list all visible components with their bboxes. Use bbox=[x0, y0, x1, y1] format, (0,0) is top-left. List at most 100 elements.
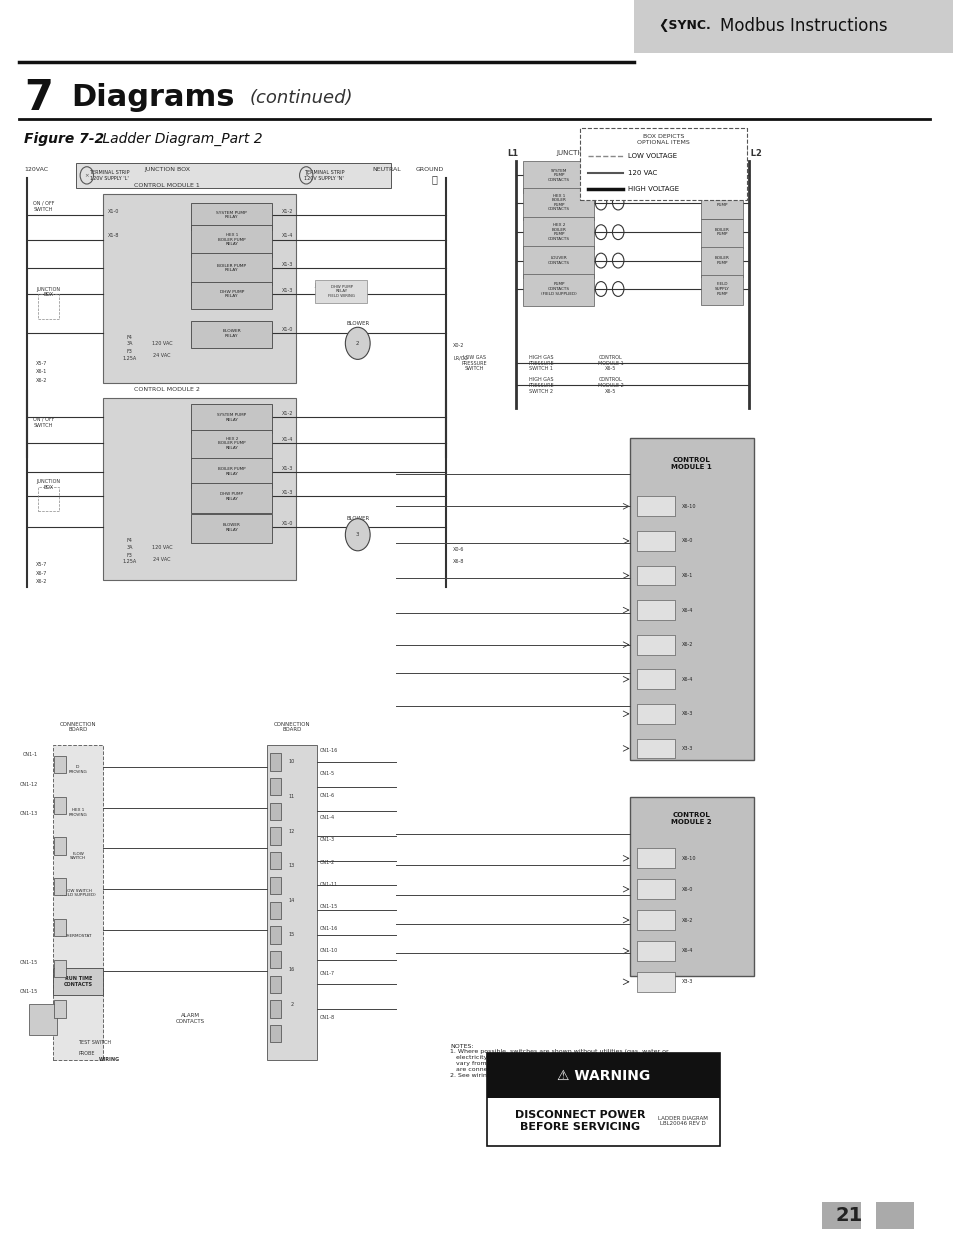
Bar bbox=[270, 827, 281, 845]
Text: X6-2: X6-2 bbox=[681, 918, 693, 923]
Bar bbox=[637, 531, 675, 551]
Text: ⏚: ⏚ bbox=[431, 174, 436, 184]
Text: 21: 21 bbox=[835, 1205, 862, 1225]
Text: CN1-4: CN1-4 bbox=[319, 815, 335, 820]
Text: X6-8: X6-8 bbox=[453, 559, 464, 564]
Bar bbox=[486, 1053, 720, 1098]
Text: CONTROL
MODULE 2: CONTROL MODULE 2 bbox=[671, 813, 711, 825]
Text: BLOWER: BLOWER bbox=[346, 321, 369, 326]
Text: F3: F3 bbox=[127, 350, 132, 354]
Text: CONTROL MODULE 1: CONTROL MODULE 1 bbox=[134, 183, 199, 188]
Bar bbox=[270, 902, 281, 919]
Text: CN1-16: CN1-16 bbox=[319, 926, 337, 931]
Text: TEST SWITCH: TEST SWITCH bbox=[78, 1040, 112, 1045]
Bar bbox=[191, 430, 272, 459]
Bar bbox=[76, 163, 391, 188]
Text: X5-7: X5-7 bbox=[36, 361, 48, 366]
Bar bbox=[700, 189, 742, 219]
Text: SYSTEM PUMP
RELAY: SYSTEM PUMP RELAY bbox=[216, 211, 247, 219]
Text: SYSTEM
PUMP
CONTACTS: SYSTEM PUMP CONTACTS bbox=[547, 169, 570, 182]
Bar bbox=[103, 194, 295, 383]
Text: CONNECTION
BOARD: CONNECTION BOARD bbox=[274, 721, 310, 732]
Text: BOILER PUMP
RELAY: BOILER PUMP RELAY bbox=[218, 468, 245, 475]
Text: THERMOSTAT: THERMOSTAT bbox=[65, 934, 91, 939]
Text: 120 VAC: 120 VAC bbox=[152, 545, 172, 550]
Bar bbox=[522, 161, 594, 193]
Text: HEX 1
PROVING: HEX 1 PROVING bbox=[69, 809, 88, 816]
Text: CONTROL MODULE 2: CONTROL MODULE 2 bbox=[133, 387, 200, 391]
Bar bbox=[270, 778, 281, 795]
Bar bbox=[875, 1202, 913, 1229]
Bar bbox=[191, 483, 272, 513]
Bar bbox=[637, 600, 675, 620]
Text: NEUTRAL: NEUTRAL bbox=[372, 167, 400, 172]
Text: BOILER
PUMP: BOILER PUMP bbox=[714, 228, 729, 236]
Text: X5-7: X5-7 bbox=[36, 562, 48, 567]
Bar bbox=[53, 968, 103, 995]
Bar bbox=[191, 404, 272, 433]
Bar bbox=[270, 926, 281, 944]
Bar bbox=[270, 803, 281, 820]
Text: Diagrams: Diagrams bbox=[71, 83, 234, 112]
Text: CN1-7: CN1-7 bbox=[319, 971, 335, 976]
Bar bbox=[700, 247, 742, 277]
Text: CN1-2: CN1-2 bbox=[319, 860, 335, 864]
Text: DHW PUMP
RELAY
FIELD WIRING: DHW PUMP RELAY FIELD WIRING bbox=[328, 285, 355, 298]
Text: CN1-10: CN1-10 bbox=[319, 948, 337, 953]
Text: L1: L1 bbox=[507, 148, 518, 158]
Text: X6-2: X6-2 bbox=[36, 579, 48, 584]
Text: X1-0: X1-0 bbox=[108, 209, 119, 214]
Bar bbox=[54, 797, 66, 814]
Bar bbox=[191, 514, 272, 543]
Bar bbox=[270, 976, 281, 993]
Text: JUNCTION
BOX: JUNCTION BOX bbox=[36, 287, 61, 298]
Text: HIGH GAS
PRESSURE
SWITCH 2: HIGH GAS PRESSURE SWITCH 2 bbox=[528, 377, 553, 394]
Text: GROUND: GROUND bbox=[415, 167, 443, 172]
Text: CONTROL
MODULE 1
X6-5: CONTROL MODULE 1 X6-5 bbox=[598, 354, 622, 372]
Bar bbox=[38, 487, 59, 511]
Bar bbox=[637, 566, 675, 585]
Text: FLOW
SWITCH: FLOW SWITCH bbox=[71, 852, 86, 860]
Text: 7: 7 bbox=[24, 77, 52, 119]
Bar bbox=[637, 704, 675, 724]
Text: X3-3: X3-3 bbox=[681, 979, 693, 984]
Text: CN1-1: CN1-1 bbox=[23, 752, 38, 757]
Text: X6-2: X6-2 bbox=[36, 378, 48, 383]
Text: CN1-6: CN1-6 bbox=[319, 793, 335, 798]
Text: X3-3: X3-3 bbox=[681, 746, 693, 751]
Text: ×: × bbox=[304, 173, 308, 178]
Bar bbox=[53, 745, 103, 1060]
Text: TERMINAL STRIP
120V SUPPLY 'N': TERMINAL STRIP 120V SUPPLY 'N' bbox=[304, 170, 344, 180]
Text: LOW VOLTAGE: LOW VOLTAGE bbox=[627, 153, 676, 158]
Bar bbox=[579, 128, 746, 200]
Bar bbox=[629, 438, 753, 760]
Text: HEX 2
BOILER
PUMP
CONTACTS: HEX 2 BOILER PUMP CONTACTS bbox=[547, 224, 570, 241]
Text: BLOWER
RELAY: BLOWER RELAY bbox=[222, 330, 241, 337]
Text: 13: 13 bbox=[289, 863, 294, 868]
Text: CN1-5: CN1-5 bbox=[319, 771, 335, 776]
Bar bbox=[38, 294, 59, 319]
Bar bbox=[29, 1004, 57, 1035]
Bar bbox=[629, 797, 753, 976]
Text: CN1-12: CN1-12 bbox=[20, 782, 38, 787]
Circle shape bbox=[345, 327, 370, 359]
Text: 15: 15 bbox=[289, 932, 294, 937]
Text: 3A: 3A bbox=[127, 341, 132, 346]
Bar bbox=[634, 0, 953, 53]
Text: X6-7: X6-7 bbox=[36, 571, 48, 576]
Text: 2: 2 bbox=[355, 341, 359, 346]
Bar bbox=[637, 879, 675, 899]
Bar bbox=[522, 188, 594, 220]
Text: 12: 12 bbox=[289, 829, 294, 834]
Bar bbox=[270, 852, 281, 869]
Text: X1-2: X1-2 bbox=[281, 411, 293, 416]
Text: 120 VAC: 120 VAC bbox=[627, 170, 657, 175]
Text: BLOWER: BLOWER bbox=[346, 516, 369, 521]
Text: CN1-15: CN1-15 bbox=[319, 904, 337, 909]
Text: Ladder Diagram_Part 2: Ladder Diagram_Part 2 bbox=[98, 132, 263, 146]
Text: 10: 10 bbox=[289, 760, 294, 764]
Bar bbox=[637, 496, 675, 516]
Text: F4: F4 bbox=[127, 335, 132, 340]
Text: X1-2: X1-2 bbox=[281, 209, 293, 214]
Text: 24 VAC: 24 VAC bbox=[153, 557, 171, 562]
